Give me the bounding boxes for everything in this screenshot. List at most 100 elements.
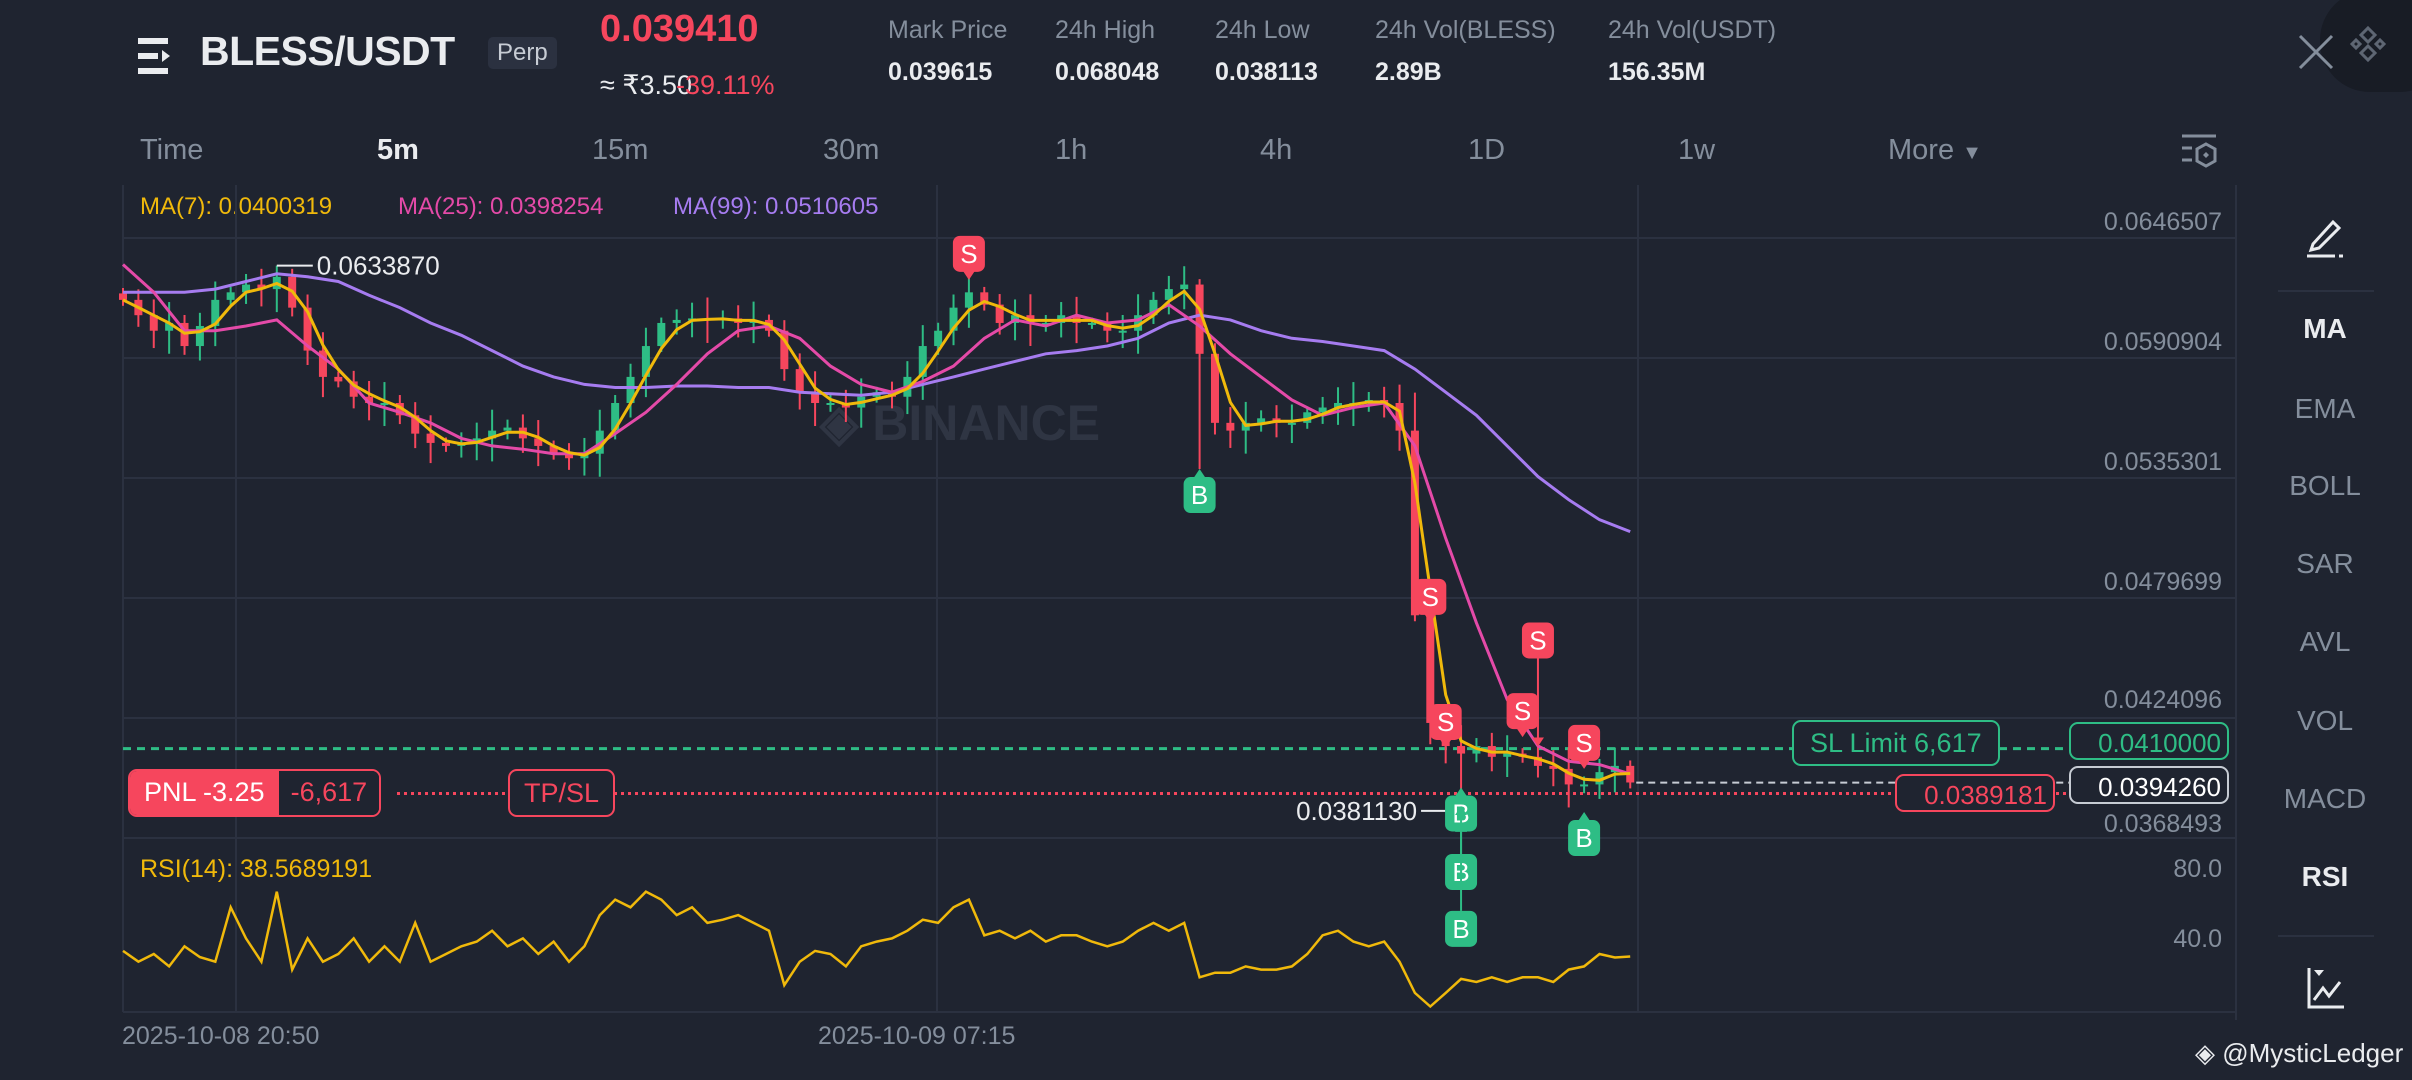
candle-body — [503, 427, 512, 431]
marker-badge — [1183, 477, 1216, 514]
candle-body — [964, 292, 973, 308]
indicator-avl[interactable]: AVL — [2299, 626, 2351, 657]
candle-body — [1287, 422, 1296, 425]
buy-marker[interactable]: B — [1183, 469, 1216, 514]
candle-body — [1134, 315, 1143, 331]
marker-letter: B — [1191, 480, 1208, 510]
candle-body — [1334, 403, 1343, 408]
indicator-vol[interactable]: VOL — [2296, 705, 2354, 736]
sell-marker[interactable]: S — [1568, 724, 1601, 769]
stat-value-24h-low: 0.038113 — [1215, 58, 1318, 86]
tpsl-button[interactable]: TP/SL — [508, 769, 616, 817]
price-axis-label: 0.0590904 — [2103, 328, 2222, 356]
tab-1w[interactable]: 1w — [1678, 134, 1716, 166]
candle-body — [1041, 322, 1050, 325]
marker-pointer — [1531, 737, 1544, 747]
candle-body — [1210, 353, 1219, 423]
tab-1d[interactable]: 1D — [1468, 134, 1506, 166]
candle-body — [1426, 615, 1435, 723]
marker-pointer — [1424, 613, 1437, 623]
marker-letter: S — [1437, 707, 1454, 737]
marker-letter: B — [1452, 914, 1469, 944]
menu-icon[interactable] — [138, 38, 180, 74]
candle-body — [1180, 284, 1189, 290]
candle-body — [257, 284, 266, 290]
candle-body — [1303, 412, 1312, 423]
indicator-sar[interactable]: SAR — [2296, 548, 2354, 579]
close-icon[interactable] — [2296, 30, 2336, 74]
buy-marker[interactable]: B — [1445, 822, 1478, 947]
candle-body — [1149, 299, 1158, 316]
sell-marker[interactable]: S — [1521, 622, 1554, 747]
candle-body — [565, 453, 574, 459]
tab-1h[interactable]: 1h — [1055, 134, 1088, 166]
binance-watermark: ◈ BINANCE — [819, 395, 1100, 451]
candle-body — [1318, 407, 1327, 413]
marker-pointer — [1439, 738, 1452, 748]
candle-body — [1257, 418, 1266, 423]
candle-body — [119, 293, 127, 300]
indicator-ema[interactable]: EMA — [2294, 393, 2356, 424]
position-pnl-tag[interactable]: PNL -3.25 -6,617 — [128, 769, 382, 817]
buy-marker[interactable]: B — [1568, 812, 1601, 857]
price-axis-label: 0.0535301 — [2103, 448, 2222, 476]
pnl-value: PNL -3.25 — [130, 771, 279, 815]
chart-settings-icon[interactable] — [2180, 134, 2218, 170]
candle-body — [303, 307, 312, 351]
marker-letter: S — [1529, 625, 1546, 655]
binance-float-button[interactable] — [2320, 0, 2412, 92]
current-price-tag: 0.0394260 — [2069, 766, 2229, 804]
indicator-rsi[interactable]: RSI — [2301, 861, 2349, 892]
low-price-label: 0.0381130 — [1296, 796, 1417, 826]
candle-body — [795, 369, 804, 393]
candle-body — [811, 392, 820, 404]
sell-marker[interactable]: S — [1506, 693, 1539, 738]
indicator-ma[interactable]: MA — [2303, 313, 2347, 344]
marker-badge — [952, 235, 985, 272]
caret-down-icon: ▼ — [1962, 142, 1982, 164]
candle-body — [1533, 756, 1542, 766]
binance-square-icon: ◈ — [2195, 1038, 2215, 1068]
candle-body — [395, 403, 404, 416]
stat-label-24h-low: 24h Low — [1215, 16, 1310, 44]
indicator-boll[interactable]: BOLL — [2289, 470, 2361, 501]
candle-body — [1087, 322, 1096, 325]
sell-marker[interactable]: S — [1414, 578, 1447, 623]
tab-time[interactable]: Time — [140, 134, 204, 166]
stat-value-vol-base: 2.89B — [1375, 58, 1442, 86]
tab-30m[interactable]: 30m — [823, 134, 880, 166]
tab-4h[interactable]: 4h — [1260, 134, 1293, 166]
draw-pencil-icon[interactable] — [2305, 214, 2345, 258]
fiat-price: ≈ ₹3.50 — [600, 70, 693, 100]
marker-pointer — [1193, 469, 1206, 479]
tab-15m[interactable]: 15m — [592, 134, 649, 166]
candle-body — [149, 315, 158, 331]
change-percent: -39.11% — [676, 70, 775, 100]
sidebar-separator — [2278, 935, 2374, 937]
marker-badge — [1414, 578, 1447, 615]
indicator-chart-icon[interactable] — [2306, 966, 2346, 1010]
candle-body — [380, 403, 389, 406]
price-axis-label: 0.0479699 — [2103, 568, 2222, 596]
sell-marker[interactable]: S — [952, 235, 985, 280]
stat-value-mark-price: 0.039615 — [888, 58, 993, 86]
candle-body — [1410, 430, 1419, 616]
marker-pointer — [1578, 812, 1591, 822]
tab-more[interactable]: More ▼ — [1888, 134, 1982, 167]
stat-label-vol-quote: 24h Vol(USDT) — [1608, 16, 1777, 44]
symbol-title[interactable]: BLESS/USDT — [200, 28, 455, 74]
creator-watermark: ◈ @MysticLedger — [2195, 1038, 2403, 1069]
indicator-macd[interactable]: MACD — [2283, 783, 2367, 814]
candle-body — [918, 346, 927, 377]
sell-marker[interactable]: S — [1429, 703, 1462, 748]
sidebar-separator — [2278, 290, 2374, 292]
candle-body — [1503, 753, 1512, 757]
candle-body — [611, 403, 620, 431]
sl-limit-order-tag[interactable]: SL Limit 6,617 — [1792, 720, 2000, 766]
tab-5m[interactable]: 5m — [377, 134, 419, 166]
marker-pointer — [1516, 728, 1529, 738]
entry-price-tag: 0.0389181 — [1895, 774, 2055, 812]
candle-body — [195, 325, 204, 347]
rsi-line — [122, 890, 1631, 1009]
